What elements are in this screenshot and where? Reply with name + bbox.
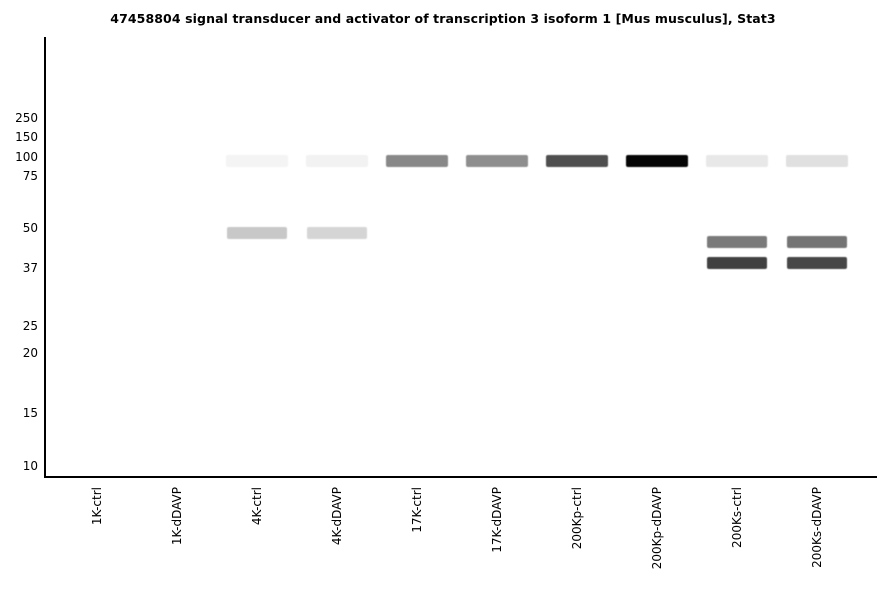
y-tick-label: 37 (22, 261, 38, 275)
x-axis-line (44, 476, 877, 478)
y-tick-label: 20 (22, 346, 38, 360)
blot-band (707, 257, 767, 269)
lane-label: 1K-ctrl (90, 487, 104, 526)
lane-label: 200Ks-dDAVP (810, 487, 824, 568)
blot-band (787, 236, 847, 248)
y-tick-label: 250 (15, 111, 38, 125)
lane-label: 17K-dDAVP (490, 487, 504, 553)
lane-label: 200Ks-ctrl (730, 487, 744, 548)
lane-label: 1K-dDAVP (170, 487, 184, 546)
blot-band (786, 155, 848, 167)
y-tick-label: 100 (15, 150, 38, 164)
blot-band (546, 155, 608, 167)
lane-label: 4K-ctrl (250, 487, 264, 526)
blot-band (386, 155, 448, 167)
y-axis-line (44, 37, 46, 478)
lane-label: 200Kp-dDAVP (650, 487, 664, 570)
blot-band (787, 257, 847, 269)
y-tick-label: 75 (22, 169, 38, 183)
blot-band (706, 155, 768, 167)
lane-label: 17K-ctrl (410, 487, 424, 533)
blot-band (227, 227, 287, 239)
blot-band (707, 236, 767, 248)
blot-band (307, 227, 367, 239)
lane-label: 4K-dDAVP (330, 487, 344, 546)
blot-band (306, 155, 368, 167)
y-tick-label: 10 (22, 459, 38, 473)
figure-title: 47458804 signal transducer and activator… (110, 11, 776, 26)
blot-band (626, 155, 688, 167)
lane-label: 200Kp-ctrl (570, 487, 584, 550)
blot-band (466, 155, 528, 167)
blot-band (226, 155, 288, 167)
y-tick-label: 25 (22, 319, 38, 333)
y-tick-label: 50 (22, 221, 38, 235)
y-tick-label: 15 (22, 406, 38, 420)
y-tick-label: 150 (15, 130, 38, 144)
